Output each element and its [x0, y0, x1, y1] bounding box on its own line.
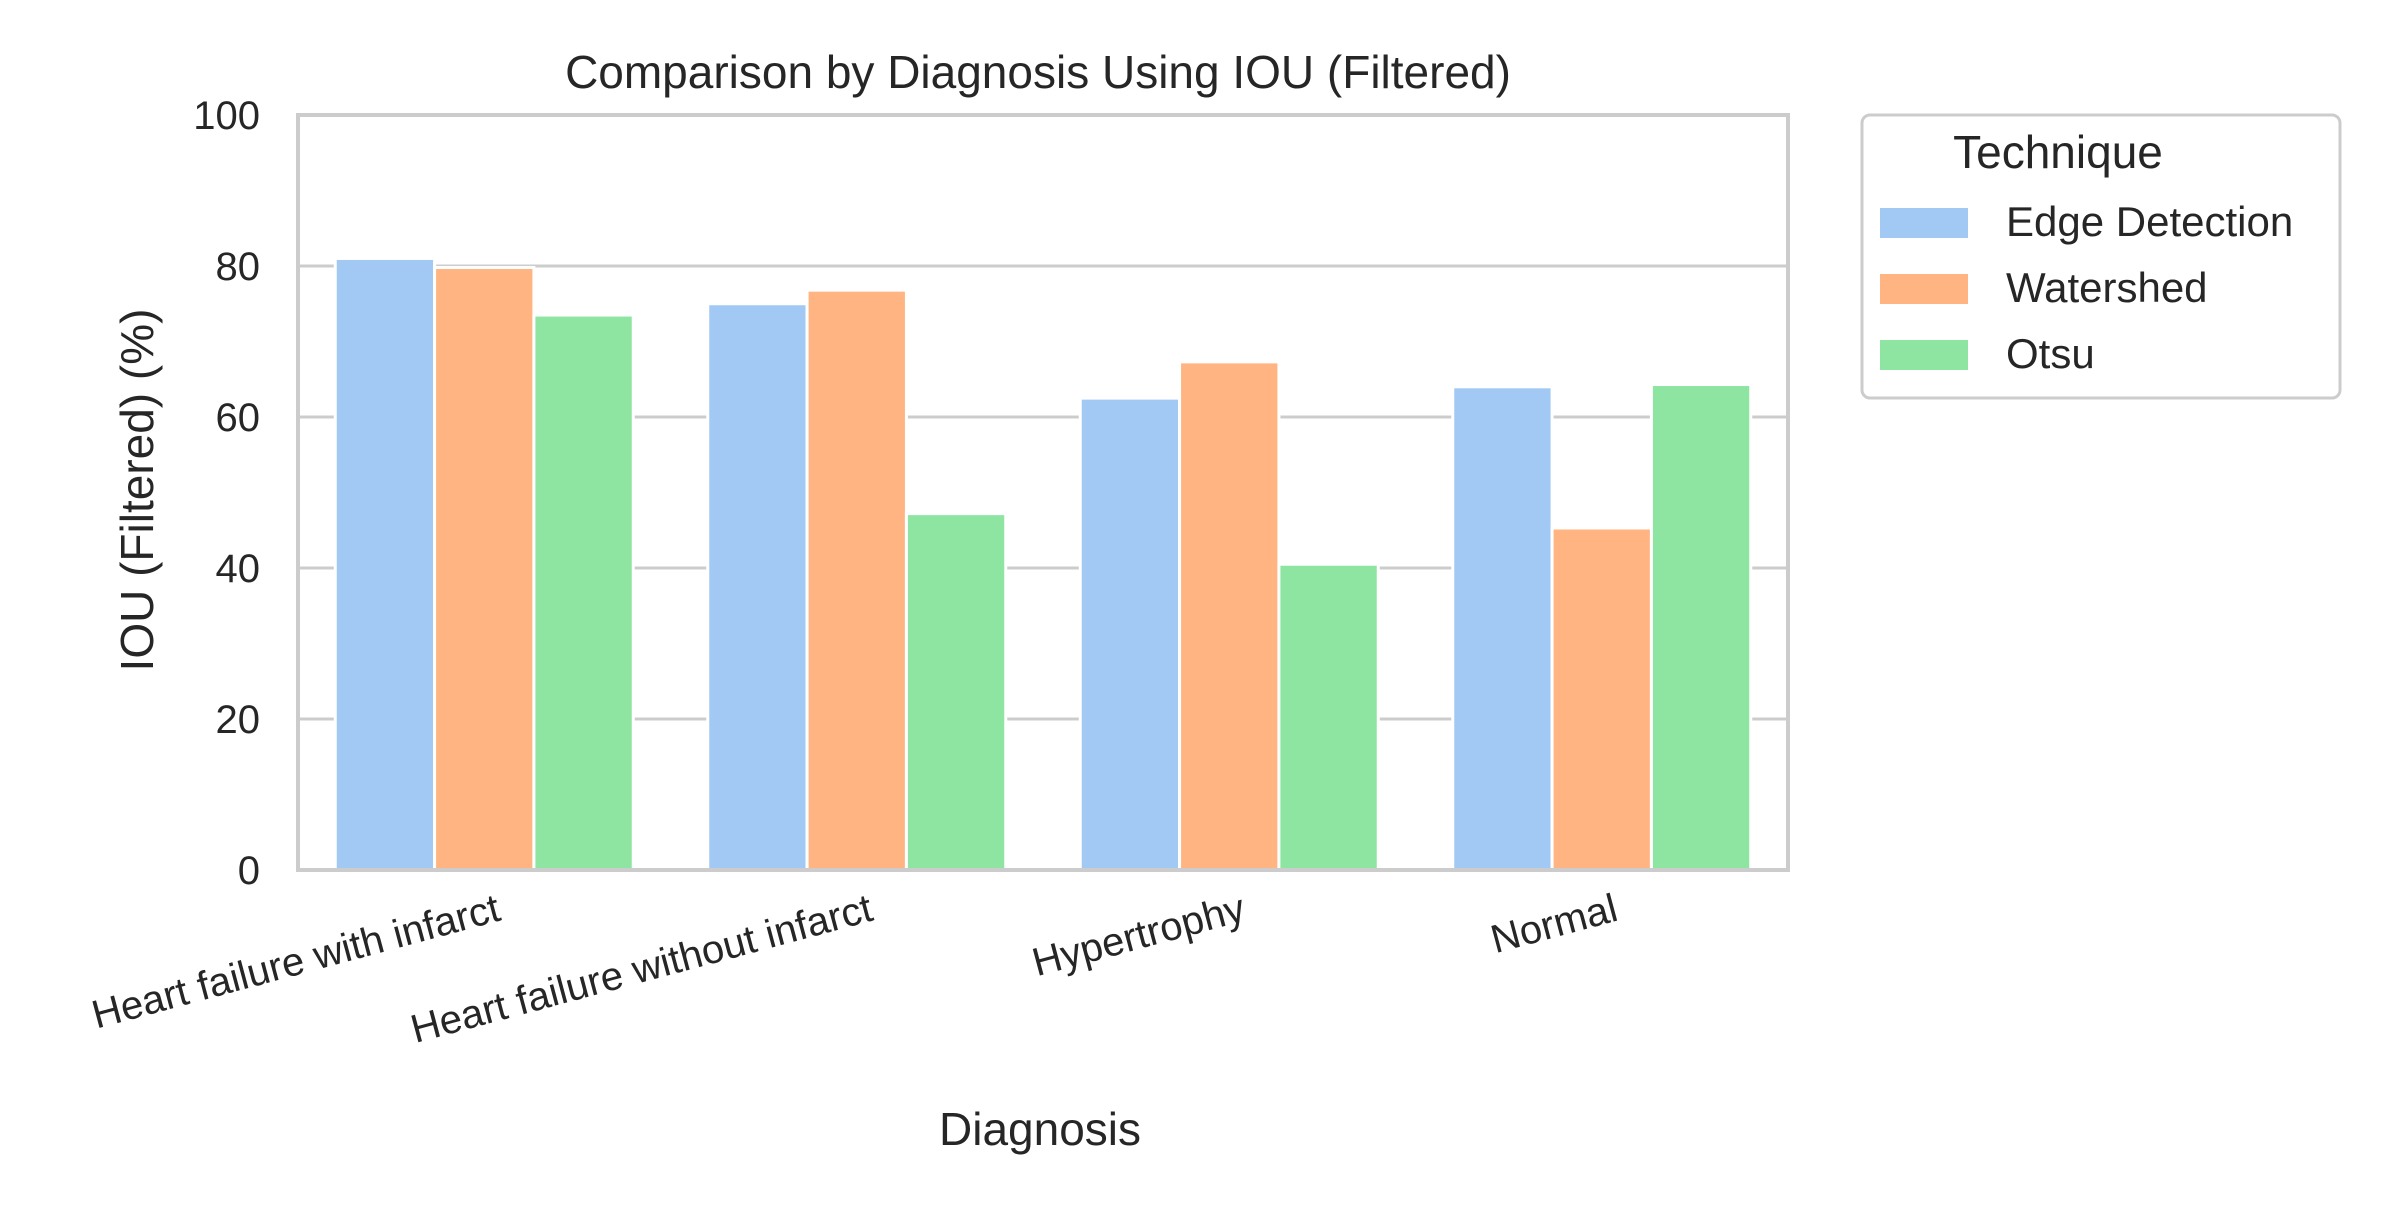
chart-title: Comparison by Diagnosis Using IOU (Filte…	[565, 46, 1511, 98]
bar	[805, 288, 908, 872]
bar	[1277, 562, 1380, 872]
x-axis-title: Diagnosis	[939, 1103, 1141, 1155]
legend-label: Watershed	[2006, 264, 2208, 311]
y-tick-labels: 0 20 40 60 80 100	[193, 94, 260, 893]
legend-label: Otsu	[2006, 330, 2095, 377]
legend-swatch	[1880, 274, 1968, 304]
bar	[1178, 360, 1281, 872]
y-tick-label: 40	[216, 547, 261, 591]
legend-swatch	[1880, 340, 1968, 370]
plot-frame	[296, 113, 1790, 872]
bar	[1451, 385, 1554, 872]
bar	[1078, 396, 1182, 872]
legend-title: Technique	[1953, 126, 2163, 178]
spines-layer	[296, 113, 1790, 872]
bar	[1550, 526, 1653, 872]
y-tick-label: 0	[238, 849, 260, 893]
bars-layer	[333, 256, 1753, 872]
bar	[706, 302, 809, 872]
legend: Technique Edge Detection Watershed Otsu	[1860, 113, 2342, 400]
y-tick-label: 100	[193, 94, 260, 138]
bar	[1649, 383, 1753, 872]
y-tick-label: 80	[216, 245, 261, 289]
legend-swatch	[1880, 208, 1968, 238]
y-axis-title: IOU (Filtered) (%)	[111, 309, 163, 672]
bar	[532, 313, 635, 872]
x-category-label: Hypertrophy	[1028, 886, 1250, 985]
bar	[433, 266, 536, 872]
y-tick-label: 60	[216, 396, 261, 440]
bar	[333, 256, 437, 872]
x-category-label: Normal	[1486, 886, 1622, 962]
bar	[904, 512, 1008, 872]
legend-label: Edge Detection	[2006, 198, 2293, 245]
legend-frame	[1860, 113, 2342, 400]
legend-items: Edge Detection Watershed Otsu	[1880, 198, 2293, 377]
y-tick-label: 20	[216, 698, 261, 742]
